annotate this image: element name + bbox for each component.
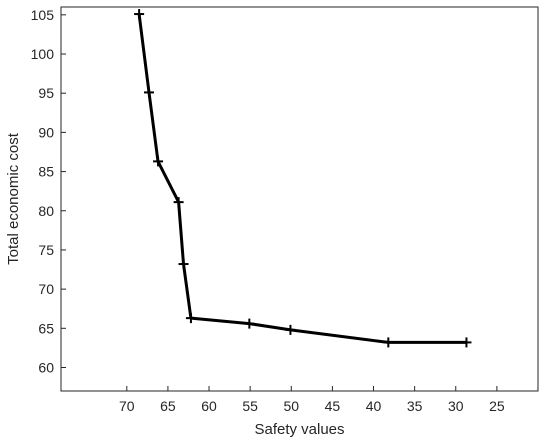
x-tick-label: 65	[160, 398, 176, 414]
x-tick-label: 30	[448, 398, 464, 414]
data-point-marker	[173, 197, 184, 208]
plot-area	[60, 6, 539, 392]
x-tick-label: 55	[242, 398, 258, 414]
x-tick-label: 45	[325, 398, 341, 414]
y-tick-label: 105	[31, 7, 55, 23]
data-point-marker	[134, 9, 145, 20]
x-axis-title: Safety values	[254, 421, 344, 438]
data-point-marker	[285, 324, 296, 335]
y-tick-label: 85	[38, 164, 54, 180]
y-tick-label: 60	[38, 359, 54, 375]
data-point-marker	[461, 337, 472, 348]
y-tick-label: 70	[38, 281, 54, 297]
series-line	[137, 13, 467, 344]
y-tick-label: 90	[38, 124, 54, 140]
data-point-marker	[153, 156, 164, 167]
y-tick-label: 95	[38, 85, 54, 101]
y-axis-title: Total economic cost	[5, 132, 22, 265]
y-tick-label: 80	[38, 203, 54, 219]
x-tick-label: 35	[407, 398, 423, 414]
x-axis: 70 65 60 55 50 45 40 35 30 25	[119, 386, 505, 414]
y-tick-label: 75	[38, 242, 54, 258]
data-point-marker	[178, 259, 189, 270]
x-tick-label: 70	[119, 398, 135, 414]
data-point-marker	[185, 313, 196, 324]
x-tick-label: 40	[366, 398, 382, 414]
data-point-marker	[244, 318, 255, 329]
x-tick-label: 25	[489, 398, 505, 414]
series-markers	[134, 9, 472, 348]
x-tick-label: 60	[201, 398, 217, 414]
y-axis: 60 65 70 75 80 85 90 95 100 105	[31, 7, 66, 375]
x-tick-label: 50	[283, 398, 299, 414]
data-point-marker	[143, 87, 154, 98]
y-tick-label: 65	[38, 320, 54, 336]
data-point-marker	[383, 337, 394, 348]
y-tick-label: 100	[31, 46, 55, 62]
